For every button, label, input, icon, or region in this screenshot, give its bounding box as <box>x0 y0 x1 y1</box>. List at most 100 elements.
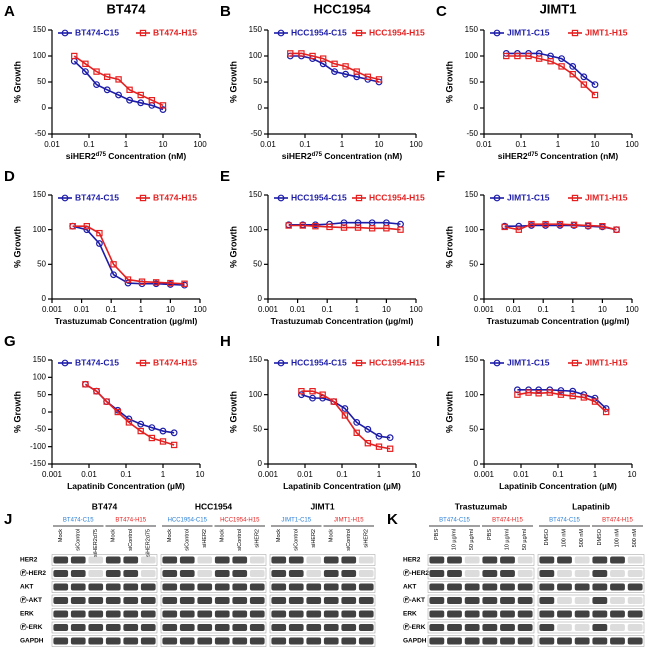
data-point <box>93 68 100 75</box>
blot-band <box>592 570 608 577</box>
x-tick-label: 100 <box>409 305 423 314</box>
data-point <box>342 63 349 70</box>
y-tick-label: 50 <box>253 77 262 86</box>
blot-frame <box>160 635 267 647</box>
blot-band <box>627 637 643 645</box>
data-point <box>124 276 132 283</box>
data-point <box>115 91 122 99</box>
blot-band <box>306 597 322 604</box>
row-label: Ⓟ-AKT <box>20 595 42 604</box>
panel-letter: G <box>4 333 16 350</box>
x-tick-label: 100 <box>625 140 639 149</box>
blot-band <box>610 637 625 645</box>
lane-label: 500 nM <box>579 529 585 548</box>
legend-marker <box>139 29 147 37</box>
data-point <box>319 391 326 398</box>
blot-band <box>249 637 265 645</box>
group-title: Lapatinib <box>572 501 610 511</box>
data-point <box>167 279 174 287</box>
data-point <box>138 278 146 285</box>
blot-band <box>232 610 248 618</box>
blot-band <box>288 583 304 591</box>
data-point <box>181 280 188 287</box>
lane-label: 100 nM <box>615 529 621 548</box>
blot-band <box>323 556 339 564</box>
legend-marker <box>355 194 363 202</box>
blot-band <box>271 570 287 577</box>
blot-frame <box>51 594 158 607</box>
blot-band <box>123 556 139 564</box>
row-label: HER2 <box>403 557 421 564</box>
blot-band <box>53 570 69 577</box>
panel-letter: E <box>220 168 230 185</box>
blot-band <box>447 583 462 591</box>
lane-label: Mock <box>167 529 173 542</box>
data-point <box>103 73 111 80</box>
series-line <box>290 55 380 83</box>
blot-band <box>517 610 533 618</box>
data-point <box>103 86 111 94</box>
x-axis-label-part: Lapatinib Concentration (µM) <box>67 481 185 491</box>
blot-band <box>140 597 156 604</box>
legend-marker <box>277 29 285 37</box>
blot-band <box>358 610 374 618</box>
blot-band <box>306 624 322 631</box>
x-tick-label: 0.1 <box>552 470 564 479</box>
blot-frame <box>160 621 267 634</box>
blot-band <box>323 583 339 591</box>
data-point <box>93 81 100 88</box>
blot-band <box>70 637 86 645</box>
blot-band <box>627 610 643 618</box>
blot-frame <box>160 567 267 580</box>
data-point <box>110 271 117 279</box>
blot-band <box>610 597 625 604</box>
blot-band <box>517 597 533 604</box>
blot-frame <box>51 567 158 580</box>
x-tick-label: 0.01 <box>290 305 306 314</box>
row-label: AKT <box>403 584 416 591</box>
data-point <box>353 68 360 75</box>
data-point <box>148 96 156 104</box>
series-line <box>73 55 164 107</box>
data-point <box>591 81 599 88</box>
blot-band <box>610 556 625 564</box>
blot-band <box>358 637 374 645</box>
blot-frame <box>160 554 267 566</box>
blot-band <box>539 610 555 618</box>
y-tick-label: 0 <box>258 103 263 112</box>
blot-frame <box>427 554 535 566</box>
blot-band <box>482 610 498 618</box>
lane-label: PBS <box>487 529 493 540</box>
series-line <box>504 223 617 231</box>
blot-frame <box>537 554 645 566</box>
blot-band <box>574 583 590 591</box>
blot-band <box>517 624 533 631</box>
legend-marker <box>571 29 579 37</box>
x-tick-label: 10 <box>375 140 384 149</box>
y-tick-label: -50 <box>34 424 46 433</box>
data-point <box>386 434 394 442</box>
data-point <box>514 52 521 60</box>
data-point <box>528 220 535 228</box>
data-point <box>309 388 316 395</box>
blot-band <box>197 597 213 604</box>
blot-band <box>358 624 374 631</box>
blot-band <box>232 637 248 645</box>
blot-band <box>627 583 643 591</box>
data-point <box>341 405 349 412</box>
blot-band <box>232 556 248 564</box>
data-point <box>364 73 372 80</box>
y-tick-label: -100 <box>30 442 47 451</box>
blot-band <box>341 583 357 591</box>
blot-band <box>232 597 248 604</box>
blot-band <box>500 570 515 577</box>
blot-band <box>105 624 121 631</box>
blot-band <box>610 624 625 631</box>
panel-letter: B <box>220 3 231 20</box>
data-point <box>525 389 532 396</box>
row-label: Ⓟ-ERK <box>20 622 43 631</box>
blot-band <box>214 597 230 604</box>
data-point <box>309 52 316 60</box>
blot-band <box>500 597 515 604</box>
blot-band <box>610 583 625 591</box>
